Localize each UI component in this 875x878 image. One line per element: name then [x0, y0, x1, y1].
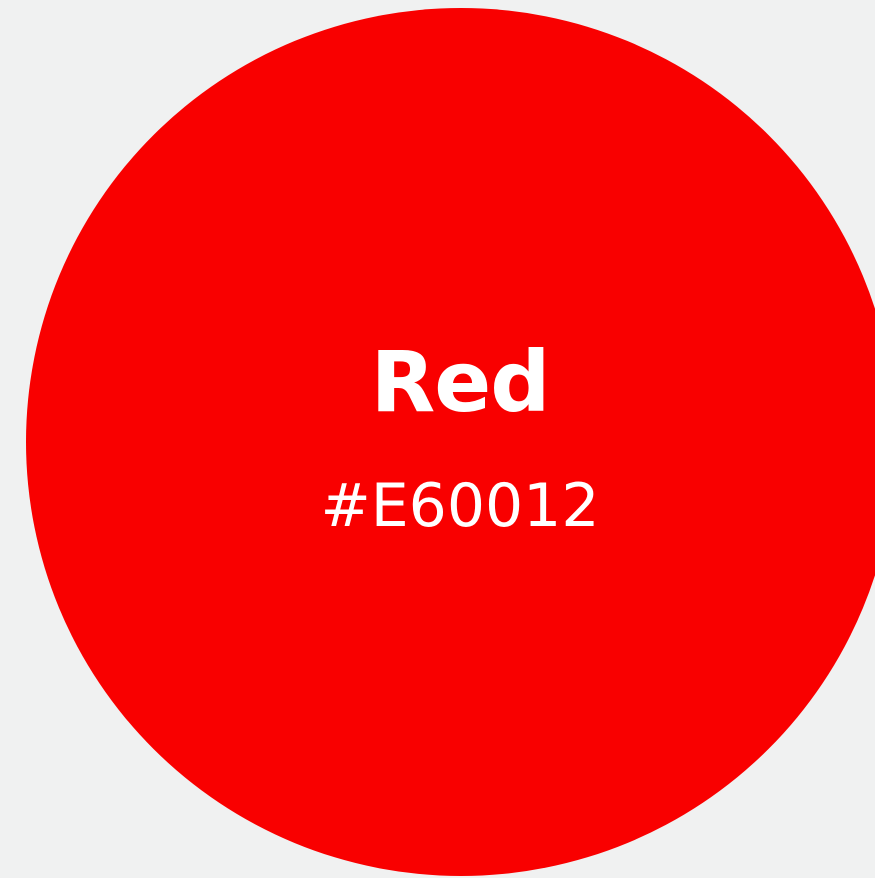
color-swatch-circle	[26, 8, 875, 876]
color-hex-code: #E60012	[320, 471, 600, 541]
color-name: Red	[370, 333, 551, 431]
